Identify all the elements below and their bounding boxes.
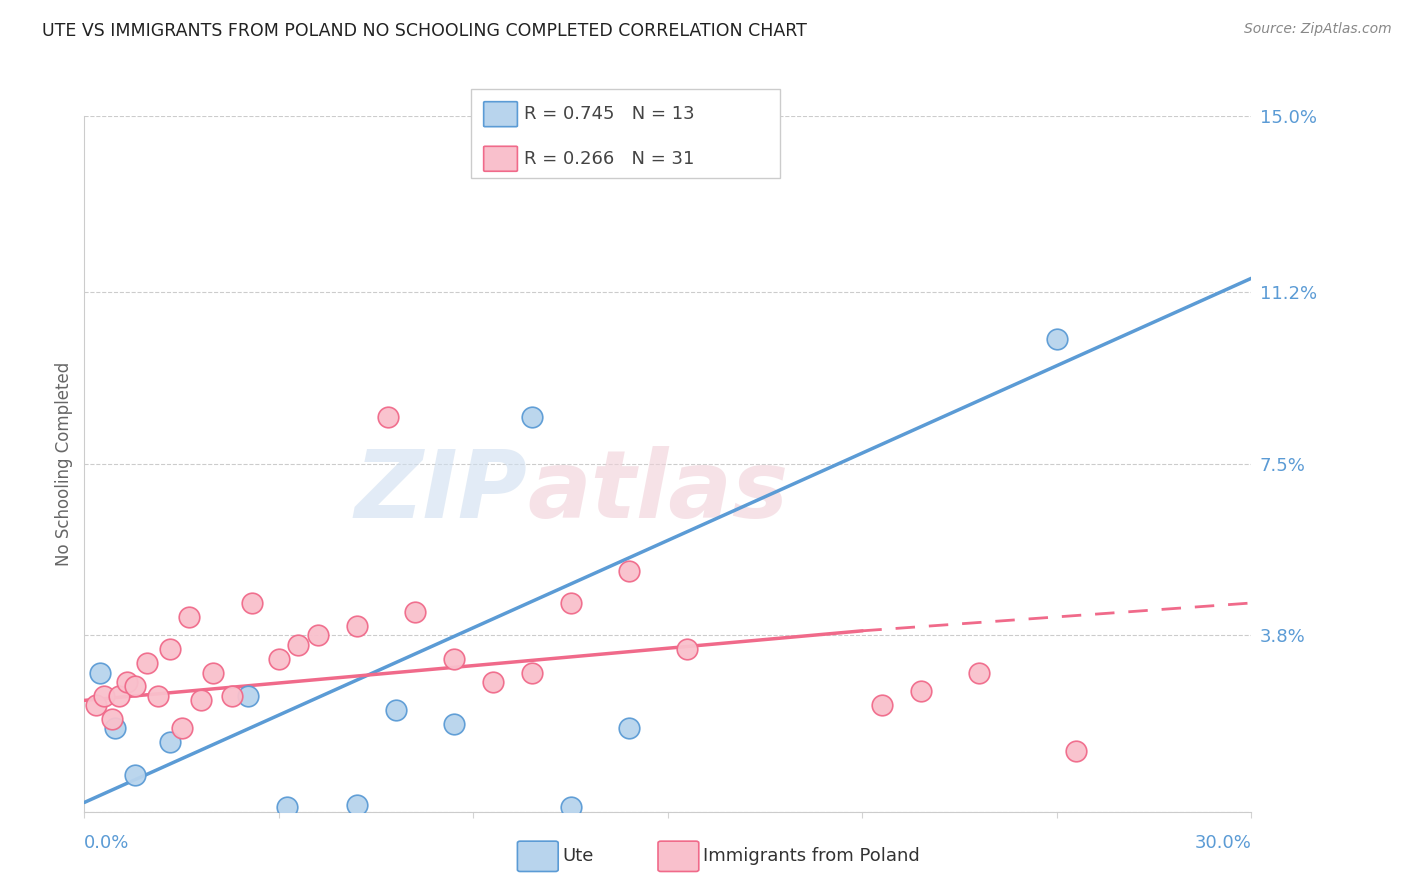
- Point: [870, 698, 893, 712]
- Point: [108, 689, 131, 703]
- Point: [179, 610, 201, 624]
- Point: [267, 651, 290, 665]
- Text: R = 0.745   N = 13: R = 0.745 N = 13: [524, 105, 695, 123]
- Point: [276, 800, 298, 814]
- Text: Source: ZipAtlas.com: Source: ZipAtlas.com: [1244, 22, 1392, 37]
- Point: [240, 596, 263, 610]
- Point: [148, 689, 170, 703]
- Point: [159, 735, 181, 749]
- Point: [287, 638, 309, 652]
- Point: [384, 703, 406, 717]
- Point: [124, 767, 146, 781]
- Point: [89, 665, 111, 680]
- Point: [100, 712, 122, 726]
- Point: [676, 642, 699, 657]
- Point: [346, 619, 368, 633]
- Text: R = 0.266   N = 31: R = 0.266 N = 31: [524, 150, 695, 168]
- Text: UTE VS IMMIGRANTS FROM POLAND NO SCHOOLING COMPLETED CORRELATION CHART: UTE VS IMMIGRANTS FROM POLAND NO SCHOOLI…: [42, 22, 807, 40]
- Point: [221, 689, 243, 703]
- Point: [910, 684, 932, 698]
- Point: [124, 680, 146, 694]
- Point: [443, 651, 465, 665]
- Point: [560, 800, 582, 814]
- Text: ZIP: ZIP: [354, 446, 527, 538]
- Point: [159, 642, 181, 657]
- Y-axis label: No Schooling Completed: No Schooling Completed: [55, 362, 73, 566]
- Point: [967, 665, 990, 680]
- Point: [307, 628, 329, 642]
- Point: [443, 716, 465, 731]
- Point: [404, 605, 426, 619]
- Point: [1046, 332, 1069, 346]
- Point: [84, 698, 107, 712]
- Point: [617, 721, 640, 735]
- Point: [481, 674, 505, 689]
- Text: Immigrants from Poland: Immigrants from Poland: [703, 847, 920, 865]
- Point: [560, 596, 582, 610]
- Point: [104, 721, 127, 735]
- Point: [617, 564, 640, 578]
- Text: Ute: Ute: [562, 847, 593, 865]
- Text: 0.0%: 0.0%: [84, 834, 129, 852]
- Point: [115, 674, 138, 689]
- Text: atlas: atlas: [527, 446, 789, 538]
- Point: [1066, 744, 1088, 758]
- Text: 30.0%: 30.0%: [1195, 834, 1251, 852]
- Point: [135, 657, 157, 671]
- Point: [201, 665, 224, 680]
- Point: [170, 721, 193, 735]
- Point: [377, 410, 399, 425]
- Point: [520, 410, 543, 425]
- Point: [190, 693, 212, 707]
- Point: [93, 689, 115, 703]
- Point: [346, 797, 368, 812]
- Point: [236, 689, 259, 703]
- Point: [520, 665, 543, 680]
